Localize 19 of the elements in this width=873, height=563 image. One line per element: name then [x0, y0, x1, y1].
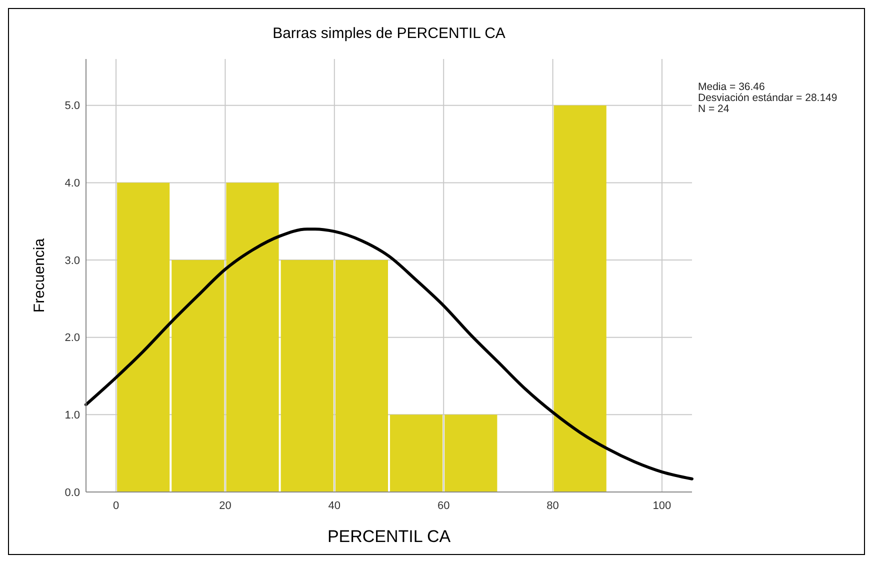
text: Desviación estándar = 28.149: [698, 92, 838, 104]
y-tick-label: 3.0: [64, 254, 80, 267]
x-tick-label: 40: [328, 500, 341, 512]
y-tick-label: 2.0: [64, 332, 80, 344]
chart-title: Barras simples de PERCENTIL CA: [272, 25, 506, 42]
text: Media = 36.46: [698, 81, 765, 93]
y-axis-title: Frecuencia: [31, 238, 48, 313]
y-tick-label: 1.0: [64, 410, 80, 422]
x-tick-label: 100: [652, 500, 672, 512]
text: N = 24: [698, 103, 730, 115]
line-series: [84, 228, 694, 480]
x-tick-label: 60: [437, 500, 450, 512]
y-tick-label: 0.0: [64, 486, 80, 499]
x-tick-label: 0: [112, 500, 120, 512]
x-axis-title: PERCENTIL CA: [327, 527, 452, 546]
y-tick-label: 4.0: [64, 178, 80, 190]
x-tick-label: 20: [219, 500, 232, 512]
y-tick-label: 5.0: [64, 100, 80, 112]
x-tick-label: 80: [546, 500, 559, 512]
